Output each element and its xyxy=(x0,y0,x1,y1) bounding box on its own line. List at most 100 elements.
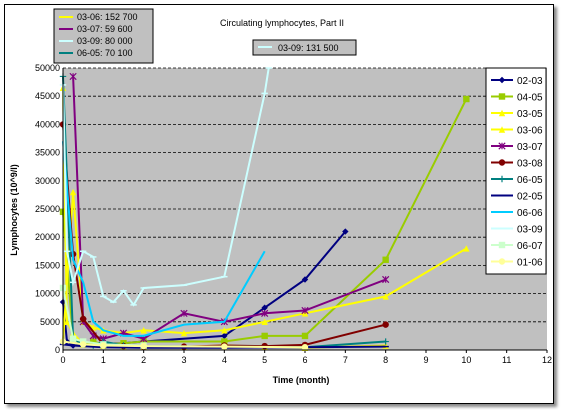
legend-marker xyxy=(498,241,506,249)
x-tick-label: 3 xyxy=(181,355,186,365)
legend-label: 02-05 xyxy=(517,192,543,203)
y-tick-label: 40000 xyxy=(35,119,60,129)
legend-marker xyxy=(498,175,506,183)
y-tick-label: 35000 xyxy=(35,148,60,158)
legend-item: 03-08 xyxy=(491,159,543,170)
series-line xyxy=(62,67,270,307)
data-point xyxy=(382,293,389,300)
data-point xyxy=(100,342,107,349)
x-tick-labels: 0 1 2 3 4 5 6 7 8 9 10 11 12 xyxy=(60,350,552,365)
legend-label: 04-05 xyxy=(517,93,543,104)
legend-label: 02-03 xyxy=(517,76,543,87)
data-point xyxy=(79,341,87,348)
data-point xyxy=(79,315,87,323)
data-point xyxy=(140,327,147,334)
chart-frame: Circulating lymphocytes, Part II 0 5000 10… xyxy=(4,4,554,404)
annotation-label: 03-06: 152 700 xyxy=(77,12,138,22)
legend-item: 01-06 xyxy=(491,258,543,269)
legend-item: 06-06 xyxy=(491,208,543,219)
data-point xyxy=(342,228,349,235)
data-point xyxy=(301,276,309,283)
x-tick-label: 9 xyxy=(423,355,428,365)
legend: 02-03 04-05 03-05 03-06 03-07 03-08 06-05 02-05… xyxy=(485,67,547,275)
series-line xyxy=(62,141,266,337)
data-point xyxy=(140,342,147,350)
data-point xyxy=(261,318,268,325)
legend-item: 03-05 xyxy=(491,109,543,120)
data-point xyxy=(221,327,228,334)
x-tick-label: 10 xyxy=(461,355,471,365)
data-point xyxy=(382,338,389,345)
data-point xyxy=(221,332,228,340)
x-tick-label: 11 xyxy=(502,355,511,365)
grid-lines xyxy=(63,67,547,323)
legend-marker xyxy=(498,159,506,166)
annotation-label: 03-09: 80 000 xyxy=(77,36,133,46)
data-point xyxy=(69,72,77,81)
legend-marker xyxy=(498,142,506,150)
y-tick-label: 30000 xyxy=(35,176,60,186)
legend-label: 06-06 xyxy=(517,208,543,219)
annotation-box-right: 03-09: 131 500 xyxy=(252,39,357,56)
legend-label: 03-07 xyxy=(517,142,543,153)
y-tick-label: 5000 xyxy=(40,317,60,327)
x-tick-label: 8 xyxy=(383,355,388,365)
annotation-label: 03-09: 131 500 xyxy=(278,43,339,53)
chart-title: Circulating lymphocytes, Part II xyxy=(220,18,344,28)
series-layer xyxy=(59,67,470,351)
data-point xyxy=(221,338,228,345)
legend-label: 03-06 xyxy=(517,126,543,137)
series-06-06 xyxy=(62,141,266,337)
legend-item: 03-09 xyxy=(491,225,543,236)
legend-item: 06-05 xyxy=(491,175,543,186)
legend-item: 06-07 xyxy=(491,241,543,252)
annotation-box-left: 03-06: 152 700 03-07: 59 600 03-09: 80 0… xyxy=(53,8,154,64)
x-tick-label: 7 xyxy=(343,355,348,365)
data-point xyxy=(382,321,389,328)
data-point xyxy=(301,306,309,315)
data-point xyxy=(261,304,268,311)
series-line xyxy=(62,340,306,349)
y-tick-labels: 0 5000 10000 15000 20000 25000 30000 35000 40000… xyxy=(35,63,60,355)
data-point xyxy=(382,256,389,263)
y-tick-label: 0 xyxy=(55,345,60,355)
data-point xyxy=(261,332,268,340)
legend-item: 03-07 xyxy=(491,142,543,153)
y-tick-label: 10000 xyxy=(35,289,60,299)
data-point xyxy=(382,275,390,284)
data-point xyxy=(463,245,470,252)
series-01-06 xyxy=(59,338,309,351)
y-tick-label: 15000 xyxy=(35,260,60,270)
legend-label: 06-07 xyxy=(517,241,543,252)
y-tick-label: 25000 xyxy=(35,204,60,214)
x-tick-label: 0 xyxy=(60,355,65,365)
legend-marker xyxy=(498,109,506,117)
x-tick-label: 6 xyxy=(302,355,307,365)
legend-item: 02-05 xyxy=(491,192,543,203)
x-tick-label: 4 xyxy=(222,355,227,365)
data-point xyxy=(63,318,71,325)
x-axis-label: Time (month) xyxy=(273,375,330,385)
data-point xyxy=(69,335,77,342)
data-point xyxy=(301,332,309,340)
legend-label: 03-08 xyxy=(517,159,543,170)
y-tick-label: 50000 xyxy=(35,63,60,73)
y-tick-label: 20000 xyxy=(35,232,60,242)
legend-item: 02-03 xyxy=(491,76,543,87)
annotation-label: 03-07: 59 600 xyxy=(77,24,133,34)
annotation-label: 06-05: 70 100 xyxy=(77,48,133,58)
legend-label: 06-05 xyxy=(517,175,543,186)
data-point xyxy=(463,95,470,103)
x-tick-label: 1 xyxy=(101,355,106,365)
legend-item: 03-06 xyxy=(491,126,543,137)
legend-marker xyxy=(498,93,506,100)
series-03-09 xyxy=(59,67,272,307)
data-point xyxy=(301,343,309,351)
legend-marker xyxy=(498,126,506,133)
data-point xyxy=(69,188,77,196)
chart-svg: Circulating lymphocytes, Part II 0500010… xyxy=(9,8,552,385)
legend-label: 03-09 xyxy=(517,225,543,236)
x-tick-label: 2 xyxy=(141,355,146,365)
legend-label: 03-05 xyxy=(517,109,543,120)
legend-marker xyxy=(498,76,506,84)
